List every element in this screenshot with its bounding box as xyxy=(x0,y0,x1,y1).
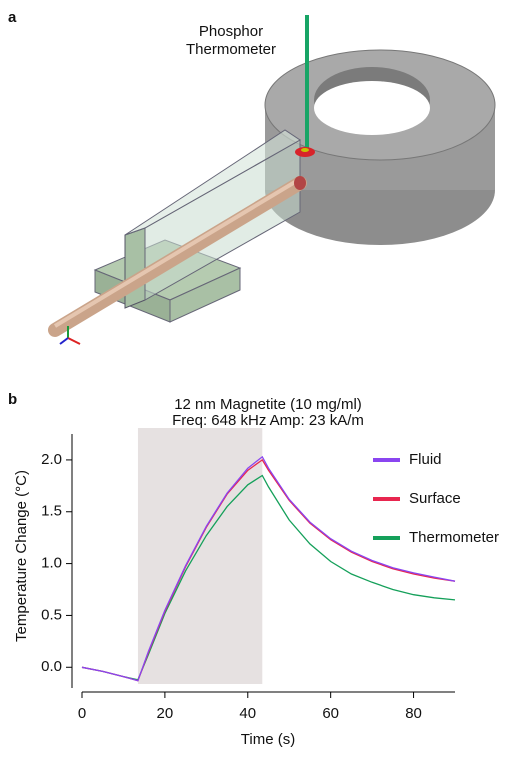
panel-label: a xyxy=(8,9,17,26)
x-axis-label: Time (s) xyxy=(241,731,295,748)
chart-subtitle: Freq: 648 kHz Amp: 23 kA/m xyxy=(172,412,364,429)
annotation: Thermometer xyxy=(186,41,276,58)
y-axis-label: Temperature Change (°C) xyxy=(13,470,30,642)
x-tick-label: 20 xyxy=(157,705,174,722)
y-tick-label: 1.5 xyxy=(41,503,62,520)
x-tick-label: 60 xyxy=(322,705,339,722)
legend-label: Thermometer xyxy=(409,529,499,546)
heating-region xyxy=(137,428,263,684)
chart-title: 12 nm Magnetite (10 mg/ml) xyxy=(174,396,362,413)
y-tick-label: 0.5 xyxy=(41,606,62,623)
annotation: Phosphor xyxy=(199,23,263,40)
x-tick-label: 0 xyxy=(78,705,86,722)
series-line xyxy=(81,455,456,682)
y-tick-label: 1.0 xyxy=(41,555,62,572)
x-tick-label: 80 xyxy=(405,705,422,722)
y-tick-label: 0.0 xyxy=(41,658,62,675)
apparatus-render xyxy=(48,15,496,345)
x-tick-label: 40 xyxy=(239,705,256,722)
legend-label: Surface xyxy=(409,490,461,507)
legend-label: Fluid xyxy=(409,451,442,468)
y-tick-label: 2.0 xyxy=(41,451,62,468)
panel-label: b xyxy=(8,391,17,408)
